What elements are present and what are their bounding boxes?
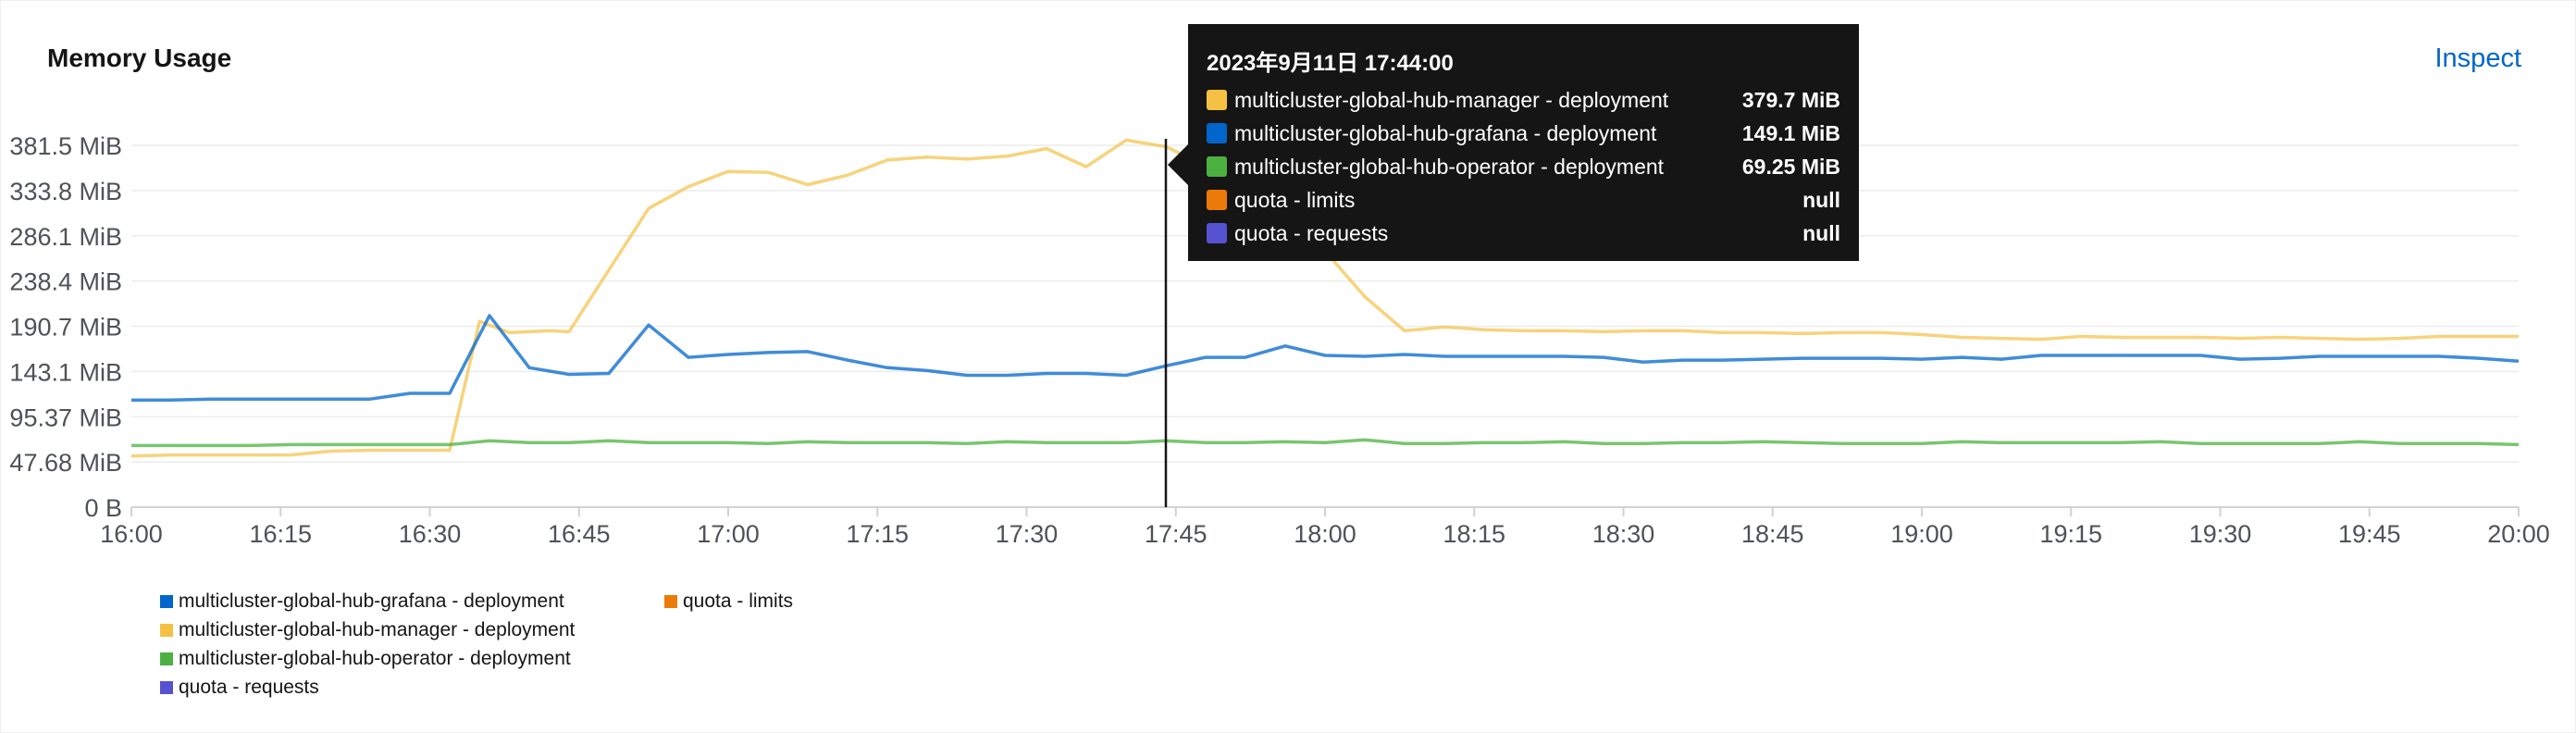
- grid: [131, 144, 2519, 508]
- tooltip-row: multicluster-global-hub-grafana - deploy…: [1207, 119, 1840, 147]
- x-tick-label: 16:15: [249, 520, 312, 548]
- legend-item[interactable]: quota - limits: [664, 590, 793, 613]
- tooltip-swatch: [1207, 156, 1227, 177]
- x-tick-label: 20:00: [2487, 520, 2550, 548]
- tooltip-series-name: multicluster-global-hub-grafana - deploy…: [1234, 120, 1657, 145]
- x-tick-label: 18:15: [1443, 520, 1505, 548]
- legend-label: quota - requests: [179, 677, 319, 698]
- tooltip-swatch: [1207, 223, 1227, 243]
- x-tick-label: 16:45: [548, 520, 611, 548]
- series-line: [131, 438, 2520, 448]
- tooltip-series-name: multicluster-global-hub-manager - deploy…: [1234, 87, 1669, 112]
- inspect-link[interactable]: Inspect: [2434, 43, 2522, 73]
- y-tick-label: 0 B: [84, 494, 122, 522]
- series-line: [131, 314, 2520, 402]
- y-tick-label: 238.4 MiB: [9, 268, 122, 296]
- legend-label: multicluster-global-hub-manager - deploy…: [179, 619, 576, 640]
- y-tick-label: 381.5 MiB: [9, 132, 122, 160]
- y-tick-label: 143.1 MiB: [9, 358, 122, 386]
- x-tick-label: 16:00: [100, 520, 163, 548]
- tooltip-series-name: quota - limits: [1234, 187, 1356, 212]
- tooltip-series-value: 149.1 MiB: [1741, 120, 1840, 145]
- tooltip-swatch: [1207, 123, 1227, 143]
- y-tick-label: 95.37 MiB: [9, 404, 122, 431]
- x-tick-label: 19:00: [1890, 520, 1953, 548]
- y-axis-ticks: 0 B 47.68 MiB 95.37 MiB 143.1 MiB 190.7 MiB 2…: [9, 132, 122, 522]
- legend-label: multicluster-global-hub-operator - deplo…: [179, 648, 571, 669]
- tooltip-series-value: 69.25 MiB: [1741, 154, 1840, 179]
- x-tick-label: 19:45: [2338, 520, 2401, 548]
- tooltip-series-value: 379.7 MiB: [1741, 87, 1840, 112]
- tooltip-row: multicluster-global-hub-manager - deploy…: [1207, 86, 1840, 114]
- x-tick-label: 16:30: [399, 520, 462, 548]
- x-tick-label: 19:15: [2039, 520, 2102, 548]
- x-tick-label: 18:00: [1294, 520, 1356, 548]
- x-axis-ticks: 16:00 16:15 16:30 16:45 17:00 17:15 17:30 17:45…: [100, 507, 2550, 548]
- y-tick-label: 47.68 MiB: [9, 449, 122, 477]
- tooltip-series-value: null: [1802, 220, 1840, 245]
- tooltip-swatch: [1207, 90, 1227, 110]
- tooltip-series-name: multicluster-global-hub-operator - deplo…: [1234, 154, 1665, 179]
- legend-item[interactable]: multicluster-global-hub-manager - deploy…: [160, 619, 575, 641]
- legend-item[interactable]: multicluster-global-hub-grafana - deploy…: [160, 590, 564, 613]
- x-tick-label: 17:00: [697, 520, 760, 548]
- legend-item[interactable]: quota - requests: [160, 677, 319, 699]
- tooltip-row: quota - requests null: [1207, 219, 1840, 247]
- tooltip-row: quota - limits null: [1207, 186, 1840, 214]
- x-tick-label: 18:45: [1741, 520, 1804, 548]
- legend-swatch: [160, 624, 173, 637]
- tooltip-series-value: null: [1802, 187, 1840, 212]
- tooltip-row: multicluster-global-hub-operator - deplo…: [1207, 153, 1840, 180]
- legend-item[interactable]: multicluster-global-hub-operator - deplo…: [160, 648, 571, 670]
- y-tick-label: 333.8 MiB: [9, 178, 122, 205]
- card-title: Memory Usage: [47, 43, 232, 72]
- tooltip-title: 2023年9月11日 17:44:00: [1207, 51, 1454, 76]
- x-tick-label: 18:30: [1592, 520, 1655, 548]
- legend-label: quota - limits: [683, 590, 794, 612]
- y-tick-label: 286.1 MiB: [9, 223, 122, 251]
- x-tick-label: 19:30: [2189, 520, 2252, 548]
- legend-swatch: [664, 595, 677, 608]
- legend-swatch: [160, 595, 173, 608]
- x-tick-label: 17:45: [1145, 520, 1208, 548]
- tooltip-series-name: quota - requests: [1234, 220, 1389, 245]
- chart-tooltip: 2023年9月11日 17:44:00 multicluster-global-…: [1168, 24, 1859, 261]
- legend-label: multicluster-global-hub-grafana - deploy…: [179, 590, 564, 612]
- y-tick-label: 190.7 MiB: [9, 314, 122, 342]
- legend-swatch: [160, 681, 173, 694]
- tooltip-swatch: [1207, 190, 1227, 210]
- x-tick-label: 17:30: [996, 520, 1059, 548]
- tooltip-arrow: [1168, 144, 1188, 185]
- x-tick-label: 17:15: [846, 520, 909, 548]
- legend-swatch: [160, 652, 173, 665]
